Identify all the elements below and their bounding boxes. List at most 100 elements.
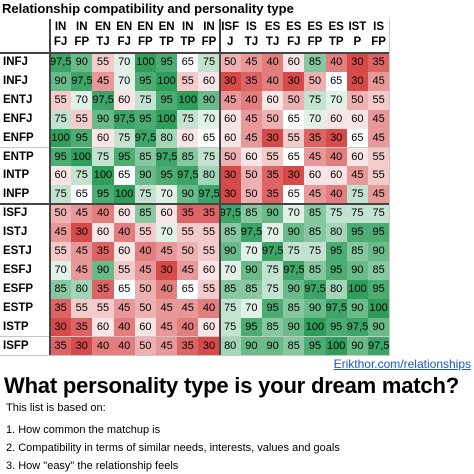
score-cell: 75 [304, 242, 327, 262]
score-cell: 75 [177, 109, 200, 130]
score-cell: 75 [346, 185, 369, 206]
score-cell: 55 [71, 109, 94, 130]
score-cell: 85 [304, 223, 327, 243]
score-cell: 90 [346, 260, 369, 281]
score-cell: 70 [113, 71, 136, 92]
score-cell: 95 [368, 223, 391, 243]
column-header: ES FP [304, 19, 327, 53]
column-header-part: EN [94, 21, 111, 33]
score-cell: 90 [240, 260, 263, 281]
score-cell: 30 [325, 128, 348, 149]
score-cell: 75 [325, 204, 348, 225]
score-cell: 90 [346, 336, 369, 357]
score-cell: 60 [198, 260, 221, 281]
score-cell: 60 [113, 90, 136, 111]
row-header: INFJ [0, 53, 50, 73]
score-cell: 97,5 [240, 223, 263, 243]
score-cell: 60 [240, 147, 263, 168]
score-cell: 40 [177, 317, 200, 338]
score-cell: 60 [92, 223, 115, 243]
score-cell: 85 [219, 279, 242, 300]
score-cell: 97,5 [156, 147, 179, 168]
score-cell: 90 [283, 223, 306, 243]
score-cell: 70 [71, 90, 94, 111]
row-header: INTP [0, 166, 50, 187]
score-cell: 75 [113, 128, 136, 149]
score-cell: 70 [283, 204, 306, 225]
row-header: INFJ [0, 71, 50, 92]
score-cell: 90 [304, 298, 327, 319]
score-cell: 90 [219, 242, 242, 262]
score-cell: 30 [219, 71, 242, 92]
score-cell: 90 [262, 336, 285, 357]
point-2: 2. Compatibility in terms of similar nee… [6, 442, 340, 454]
score-cell: 97,5 [50, 53, 73, 73]
row-header: ISFP [0, 336, 50, 357]
score-cell: 55 [177, 223, 200, 243]
column-header: IN FJ [50, 19, 73, 53]
score-cell: 50 [50, 204, 73, 225]
score-cell: 35 [92, 242, 115, 262]
column-header-part: TJ [244, 36, 259, 48]
score-cell: 70 [219, 260, 242, 281]
score-cell: 45 [156, 298, 179, 319]
score-cell: 60 [92, 317, 115, 338]
column-header: IN FP [198, 19, 221, 53]
source-link[interactable]: Erikthor.com/relationships [333, 357, 471, 371]
score-cell: 35 [240, 71, 263, 92]
score-cell: 60 [219, 128, 242, 149]
score-cell: 100 [325, 336, 348, 357]
score-cell: 65 [198, 128, 221, 149]
score-cell: 45 [156, 336, 179, 357]
column-header-part: IN [203, 21, 215, 33]
column-header-part: FP [138, 36, 153, 48]
score-cell: 75 [262, 260, 285, 281]
score-cell: 95 [156, 90, 179, 111]
score-cell: 30 [71, 223, 94, 243]
score-cell: 65 [113, 279, 136, 300]
score-cell: 45 [240, 53, 263, 73]
column-header-part: TP [328, 36, 344, 48]
score-cell: 35 [92, 279, 115, 300]
header-corner [0, 19, 50, 53]
score-cell: 95 [50, 147, 73, 168]
score-cell: 70 [113, 53, 136, 73]
column-header-part: TJ [96, 36, 110, 48]
score-cell: 60 [346, 109, 369, 130]
score-cell: 30 [262, 128, 285, 149]
column-header-part: FJ [287, 36, 301, 48]
score-cell: 100 [113, 185, 136, 206]
score-cell: 45 [368, 109, 391, 130]
score-cell: 35 [71, 317, 94, 338]
score-cell: 95 [134, 71, 157, 92]
column-header-part: FP [371, 36, 386, 48]
score-cell: 80 [325, 223, 348, 243]
score-cell: 90 [368, 242, 391, 262]
column-header-part: ES [307, 21, 323, 33]
score-cell: 100 [346, 279, 369, 300]
score-cell: 45 [71, 242, 94, 262]
score-cell: 85 [346, 242, 369, 262]
intro-text: This list is based on: [6, 402, 106, 414]
row-header: ENTJ [0, 90, 50, 111]
score-cell: 65 [283, 147, 306, 168]
score-cell: 55 [368, 166, 391, 187]
score-cell: 95 [325, 260, 348, 281]
score-cell: 65 [177, 279, 200, 300]
score-cell: 45 [177, 260, 200, 281]
score-cell: 50 [219, 147, 242, 168]
score-cell: 75 [71, 166, 94, 187]
score-cell: 55 [262, 147, 285, 168]
score-cell: 45 [240, 128, 263, 149]
score-cell: 95 [325, 317, 348, 338]
score-cell: 45 [156, 242, 179, 262]
column-header-part: FP [74, 36, 90, 48]
score-cell: 40 [325, 147, 348, 168]
score-cell: 60 [134, 317, 157, 338]
score-cell: 65 [325, 71, 348, 92]
column-header: IST P [346, 19, 369, 53]
score-cell: 90 [50, 71, 73, 92]
score-cell: 70 [198, 109, 221, 130]
row-header: ESTP [0, 298, 50, 319]
score-cell: 30 [219, 166, 242, 187]
